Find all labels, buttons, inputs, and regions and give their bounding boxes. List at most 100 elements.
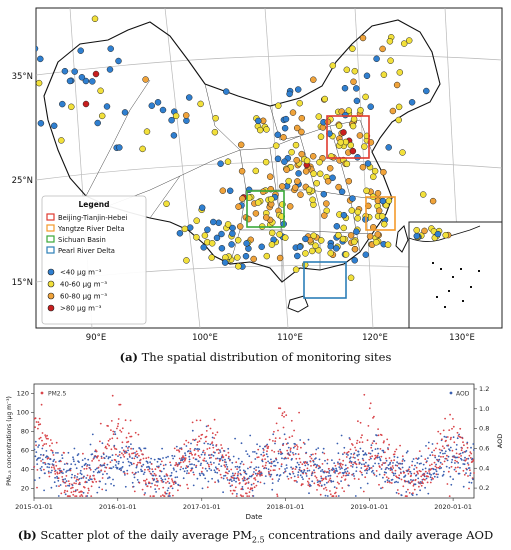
aod-point — [62, 478, 65, 481]
aod-point — [35, 459, 38, 461]
aod-point — [393, 455, 396, 458]
aod-point — [171, 454, 174, 457]
aod-point — [309, 484, 312, 487]
aod-point — [274, 464, 277, 467]
aod-point — [419, 481, 422, 483]
pm25-point — [263, 454, 266, 457]
monitoring-site-dot — [309, 153, 317, 160]
pm25-point — [323, 487, 325, 490]
aod-point — [337, 452, 340, 455]
pm25-point — [366, 467, 368, 470]
pm25-point — [387, 477, 390, 480]
pm25-point — [111, 394, 114, 397]
pm25-point — [39, 436, 42, 439]
monitoring-site-dot — [293, 124, 301, 132]
pm25-point — [166, 474, 169, 477]
pm25-point — [241, 477, 244, 480]
pm25-point — [33, 465, 36, 468]
aod-point — [337, 461, 339, 464]
aod-point — [45, 450, 48, 452]
aod-point — [119, 467, 122, 470]
pm25-point — [88, 477, 91, 479]
aod-point — [105, 489, 107, 492]
aod-point — [360, 463, 363, 466]
aod-point — [128, 464, 131, 467]
aod-point — [410, 472, 413, 475]
pm25-point — [270, 461, 273, 463]
aod-point — [468, 481, 471, 484]
aod-point — [399, 462, 402, 465]
aod-point — [303, 443, 306, 445]
pm25-point — [68, 483, 71, 485]
monitoring-site-dot — [263, 252, 271, 260]
aod-point — [418, 462, 421, 465]
pm25-point — [455, 452, 458, 455]
aod-point — [398, 477, 401, 480]
aod-point — [130, 462, 133, 464]
pm25-point — [107, 439, 110, 442]
monitoring-site-dot — [386, 38, 394, 45]
pm25-point — [178, 450, 181, 453]
aod-point — [385, 459, 388, 462]
pm25-point — [446, 483, 449, 485]
aod-point — [406, 450, 409, 453]
pm25-point — [110, 420, 113, 422]
aod-point — [157, 481, 159, 483]
pm25-point — [105, 466, 108, 469]
monitoring-site-dot — [283, 166, 290, 173]
pm25-point — [358, 441, 361, 444]
pm25-point — [319, 482, 322, 484]
aod-point — [404, 474, 407, 477]
aod-point — [318, 480, 320, 483]
aod-point — [436, 476, 439, 478]
aod-point — [413, 468, 415, 471]
pm25-point — [229, 489, 232, 492]
pm25-point — [245, 492, 248, 495]
scatter-caption-pre: Scatter plot of the daily average PM — [40, 528, 252, 542]
aod-point — [415, 474, 418, 476]
pm25-point — [139, 462, 142, 464]
aod-point — [219, 451, 222, 453]
pm25-point — [415, 457, 418, 460]
lon-label-110: 110°E — [277, 333, 303, 343]
aod-point — [380, 468, 383, 470]
aod-point — [315, 448, 318, 451]
pm25-point — [247, 487, 250, 489]
aod-point — [187, 450, 190, 452]
pm25-point — [318, 484, 321, 487]
aod-point — [294, 443, 297, 445]
pm25-point — [235, 461, 238, 464]
monitoring-site-dot — [375, 207, 383, 214]
aod-point — [209, 461, 212, 464]
aod-point — [302, 471, 305, 473]
pm25-point — [355, 463, 358, 466]
pm25-point — [95, 450, 98, 453]
pm25-point — [188, 452, 191, 455]
pm25-point — [270, 465, 272, 468]
monitoring-site-dot — [268, 229, 276, 237]
aod-point — [196, 477, 199, 480]
monitoring-site-dot — [272, 142, 280, 149]
aod-point — [198, 448, 201, 451]
aod-point — [350, 461, 353, 463]
pm25-point — [419, 482, 422, 485]
pm25-point — [430, 463, 433, 466]
pm25-point — [212, 446, 215, 449]
pm25-point — [198, 440, 201, 443]
aod-point — [378, 456, 381, 459]
aod-point — [178, 462, 181, 465]
aod-point — [304, 464, 307, 467]
aod-point — [349, 460, 352, 462]
monitoring-site-dot — [423, 87, 430, 95]
aod-point — [173, 469, 175, 471]
aod-point — [395, 480, 398, 483]
pm25-point — [228, 482, 231, 485]
pm25-point — [170, 485, 173, 487]
monitoring-site-dot — [335, 122, 343, 130]
aod-point — [356, 455, 359, 457]
pm25-point — [278, 407, 280, 410]
aod-point — [212, 454, 215, 457]
aod-point — [83, 475, 85, 478]
pm25-point — [346, 451, 349, 454]
pm25-point — [206, 448, 209, 450]
